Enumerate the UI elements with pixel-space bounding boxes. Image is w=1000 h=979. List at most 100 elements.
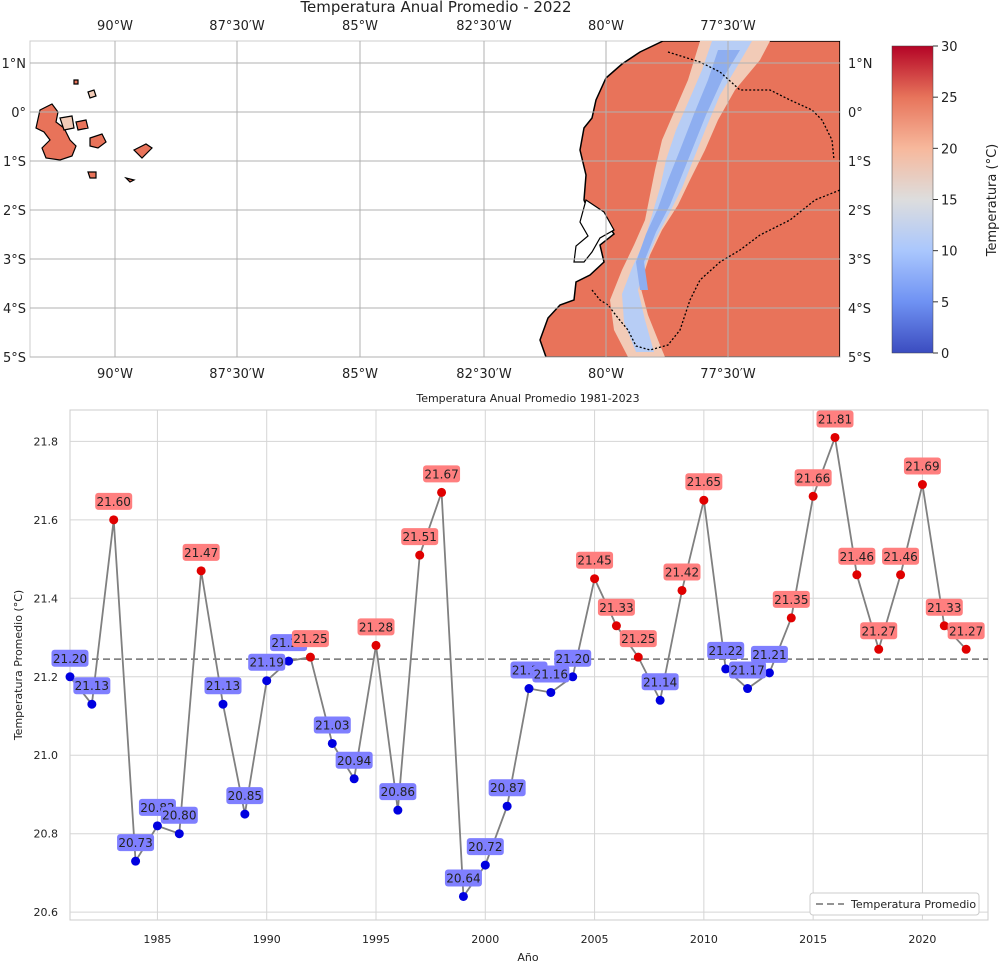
x-tick-label: 1990	[253, 933, 281, 946]
map-lon-label: 90°W	[97, 367, 133, 382]
data-label: 21.60	[97, 495, 131, 509]
data-label-box	[488, 779, 526, 797]
data-point	[65, 672, 75, 682]
map-lon-label: 82°30′W	[456, 367, 512, 382]
data-label: 21.81	[818, 412, 852, 426]
data-label-box	[554, 649, 592, 667]
colorbar-tick-label: 20	[941, 142, 958, 157]
map-lon-label: 87°30′W	[209, 19, 265, 34]
data-label: 21.03	[315, 718, 349, 732]
data-point	[568, 672, 578, 682]
colorbar-tick-label: 25	[941, 91, 958, 106]
data-label: 21.20	[556, 652, 590, 666]
data-label-box	[204, 677, 242, 695]
data-label-box	[401, 528, 439, 546]
data-label: 21.16	[534, 667, 568, 681]
data-label: 20.85	[228, 789, 262, 803]
data-label-box	[947, 622, 985, 640]
data-label-box	[291, 630, 329, 648]
colorbar-tick-label: 5	[941, 296, 949, 311]
data-point	[152, 821, 162, 831]
data-point	[874, 644, 884, 654]
x-tick-label: 2005	[581, 933, 609, 946]
map-lat-label: 5°S	[3, 351, 26, 366]
data-label-box	[576, 551, 614, 569]
map-lon-label: 80°W	[588, 367, 624, 382]
data-label-box	[379, 783, 417, 801]
y-tick-label: 20.6	[34, 906, 59, 919]
andes-cold-core	[622, 41, 752, 352]
data-point	[415, 550, 425, 560]
data-label: 20.80	[162, 809, 196, 823]
data-point	[808, 491, 818, 501]
x-tick-label: 1995	[362, 933, 390, 946]
map-lon-label: 90°W	[97, 19, 133, 34]
y-tick-label: 21.6	[34, 514, 59, 527]
chart-title: Temperatura Anual Promedio 1981-2023	[415, 392, 639, 405]
map-lon-labels-bottom: 90°W 87°30′W 85°W 82°30′W 80°W 77°30′W	[97, 367, 756, 382]
data-label-box	[772, 590, 810, 608]
data-label-box	[248, 653, 286, 671]
colorbar-ticks: 0 5 10 15 20 25 30	[933, 40, 958, 362]
y-tick-label: 21.4	[34, 592, 59, 605]
map-lat-label: 0°	[848, 106, 863, 121]
data-point	[262, 676, 272, 686]
data-label-box	[750, 645, 788, 663]
data-label: 21.25	[621, 632, 655, 646]
data-point	[611, 621, 621, 631]
x-tick-labels: 1985 1990 1995 2000 2005 2010 2015 2020	[143, 933, 936, 946]
data-label-box	[444, 869, 482, 887]
data-label: 20.64	[446, 871, 480, 885]
data-label: 21.22	[709, 644, 743, 658]
data-label: 21.46	[883, 550, 917, 564]
data-label-box	[619, 630, 657, 648]
data-label: 21.47	[184, 546, 218, 560]
data-label-box	[925, 598, 963, 616]
data-point	[524, 684, 534, 694]
data-point	[305, 652, 315, 662]
data-label: 21.19	[250, 656, 284, 670]
data-label-box	[73, 677, 111, 695]
data-point	[852, 570, 862, 580]
data-label: 21.45	[577, 554, 611, 568]
colorbar-tick-label: 10	[941, 245, 958, 260]
map-lon-label: 87°30′W	[209, 367, 265, 382]
data-label-box	[860, 622, 898, 640]
map-lat-label: 1°S	[848, 155, 871, 170]
data-label-box	[51, 649, 89, 667]
data-point	[743, 684, 753, 694]
data-label-box	[816, 410, 854, 428]
map-lat-label: 5°S	[848, 351, 871, 366]
data-label-box	[903, 457, 941, 475]
data-point	[437, 487, 447, 497]
y-tick-labels: 20.6 20.8 21.0 21.2 21.4 21.6 21.8	[34, 435, 59, 919]
data-point	[196, 566, 206, 576]
data-point	[371, 640, 381, 650]
data-label: 21.35	[774, 593, 808, 607]
data-label: 21.17	[730, 664, 764, 678]
y-axis-label: Temperatura Promedio (°C)	[12, 590, 25, 741]
data-point	[917, 480, 927, 490]
data-label-box	[160, 806, 198, 824]
galapagos-islands	[35, 79, 153, 183]
data-point	[590, 574, 600, 584]
data-point	[546, 687, 556, 697]
x-tick-label: 2000	[471, 933, 499, 946]
data-label-box	[117, 834, 155, 852]
map-lat-label: 3°S	[3, 253, 26, 268]
colorbar: 0 5 10 15 20 25 30 Temperatura (°C)	[891, 40, 1000, 362]
gulf-of-guayaquil	[573, 199, 615, 263]
data-point	[109, 515, 119, 525]
data-point	[764, 668, 774, 678]
data-points	[65, 432, 971, 901]
data-label: 21.46	[840, 550, 874, 564]
data-point	[939, 621, 949, 631]
x-tick-label: 1985	[143, 933, 171, 946]
line-chart-panel: Temperatura Anual Promedio 1981-2023 198…	[12, 392, 989, 964]
data-point	[131, 856, 141, 866]
border-south	[591, 189, 840, 351]
data-label-box	[641, 673, 679, 691]
map-lat-label: 1°S	[3, 155, 26, 170]
data-label: 20.73	[118, 836, 152, 850]
data-label-box	[707, 641, 745, 659]
